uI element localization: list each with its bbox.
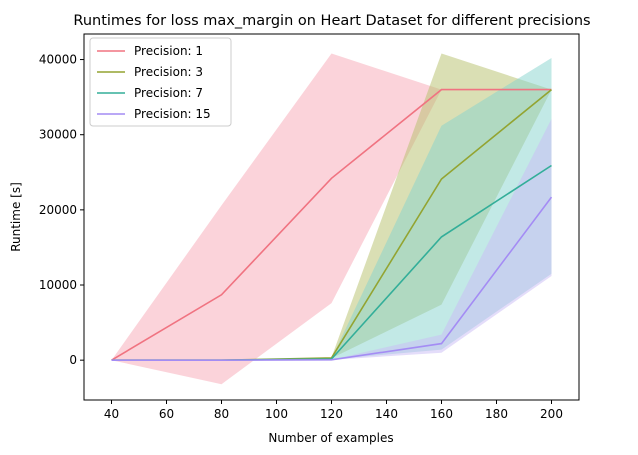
legend-label-series-2: Precision: 3 [134,65,203,79]
y-tick-label: 40000 [39,53,77,67]
y-tick-label: 30000 [39,128,77,142]
x-tick-label: 100 [265,407,288,421]
x-tick-label: 200 [540,407,563,421]
legend-label-series-3: Precision: 7 [134,86,203,100]
x-axis-ticks: 40 60 80 100 120 140 160 180 200 [104,400,563,421]
y-axis-ticks: 0 10000 20000 30000 40000 [39,53,84,367]
legend-label-series-1: Precision: 1 [134,44,203,58]
y-tick-label: 20000 [39,203,77,217]
legend-label-series-4: Precision: 15 [134,107,211,121]
chart-title: Runtimes for loss max_margin on Heart Da… [73,13,590,29]
x-tick-label: 180 [485,407,508,421]
legend-box [89,37,232,127]
y-tick-label: 0 [69,353,77,367]
x-tick-label: 120 [320,407,343,421]
series-lines [111,88,553,362]
confidence-bands [111,53,552,385]
x-tick-label: 80 [214,407,229,421]
y-axis-label: Runtime [s] [9,182,23,252]
x-tick-label: 60 [159,407,174,421]
confidence-band-series-3 [111,58,552,361]
x-tick-label: 140 [375,407,398,421]
series-line-1 [111,88,552,361]
y-tick-label: 10000 [39,278,77,292]
x-tick-label: 160 [430,407,453,421]
series-line-4 [111,196,553,362]
x-tick-label: 40 [104,407,119,421]
legend: Precision: 1 Precision: 3 Precision: 7 Prec… [89,37,232,127]
x-axis-label: Number of examples [268,431,393,445]
confidence-band-series-1 [111,53,552,385]
